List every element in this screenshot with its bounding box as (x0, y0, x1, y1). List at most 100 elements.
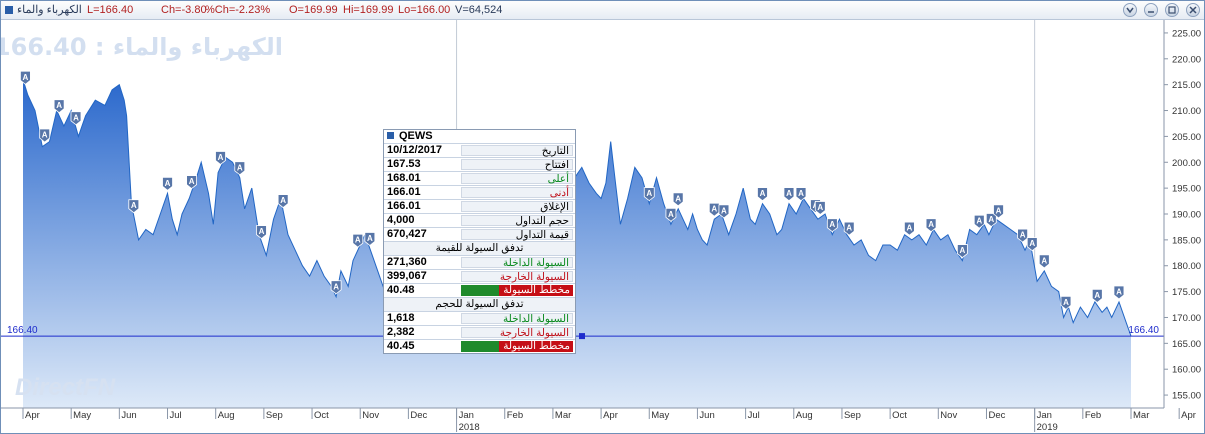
x-axis: Apr May Jun Jul Aug Sep Oct Nov Dec Jan Feb Mar Apr M… (1, 407, 1196, 433)
crosshair-cursor[interactable] (579, 333, 585, 340)
inflow-bar (461, 285, 500, 296)
marker-badge-icon (234, 161, 246, 176)
y-tick-label: 185.00 (1172, 235, 1201, 246)
y-tick-label: 205.00 (1172, 132, 1201, 143)
marker-letter: A (131, 201, 137, 210)
corporate-action-marker: A (826, 218, 838, 233)
maximize-button[interactable] (1164, 3, 1179, 17)
marker-letter: A (367, 234, 373, 243)
tooltip-label: أعلى (461, 173, 573, 185)
marker-letter: A (798, 189, 804, 198)
tooltip-row: 399,067 السيولة الخارجة (384, 269, 575, 283)
x-tick-label: Dec (988, 410, 1005, 421)
corporate-action-marker: A (1038, 254, 1050, 269)
x-tick-label: Jul (748, 410, 760, 421)
x-tick-label: May (73, 410, 91, 421)
marker-badge-icon (364, 232, 376, 247)
marker-badge-icon (70, 111, 82, 126)
tooltip-label: قيمة التداول (461, 229, 573, 241)
liquidity-bar: مخطط السيولة (461, 341, 573, 352)
x-tick-label: Feb (1085, 410, 1101, 421)
price-chart[interactable]: AAAAAAAAAAAAAAAAAAAAAAAAAAAAAAAAAAAAAAAA… (1, 20, 1204, 433)
tooltip-value: 670,427 (387, 228, 427, 240)
price-area (23, 79, 1131, 408)
y-tick-label: 210.00 (1172, 106, 1201, 117)
corporate-action-marker: A (277, 194, 289, 209)
y-tick-label: 160.00 (1172, 365, 1201, 376)
window-icon (5, 6, 13, 14)
marker-badge-icon (39, 128, 51, 143)
x-tick-label: Apr (1181, 410, 1196, 421)
chart-title-bar: الكهرباء والماء L=166.40 Ch=-3.80 %Ch=-2… (1, 1, 1204, 20)
x-tick-label: Jun (699, 410, 714, 421)
marker-letter: A (355, 236, 361, 245)
y-tick-label: 225.00 (1172, 28, 1201, 39)
corporate-action-marker: A (718, 204, 730, 219)
open-price: O=169.99 (289, 4, 338, 16)
corporate-action-marker: A (843, 221, 855, 236)
tooltip-row: 40.45 مخطط السيولة (384, 339, 575, 353)
y-tick-label: 170.00 (1172, 313, 1201, 324)
marker-letter: A (760, 189, 766, 198)
tooltip-value: 166.01 (387, 186, 421, 198)
marker-badge-icon (1038, 254, 1050, 269)
corporate-action-markers[interactable]: AAAAAAAAAAAAAAAAAAAAAAAAAAAAAAAAAAAAAAAA (20, 70, 1125, 339)
marker-letter: A (675, 194, 681, 203)
corporate-action-marker: A (925, 218, 937, 233)
marker-badge-icon (186, 175, 198, 190)
tooltip-row: 4,000 حجم التداول (384, 213, 575, 227)
corporate-action-marker: A (215, 151, 226, 165)
marker-badge-icon (925, 218, 937, 233)
corporate-action-marker: A (757, 187, 768, 202)
tooltip-value: 40.45 (387, 340, 415, 352)
corporate-action-marker: A (783, 187, 795, 202)
watermark-brand: DirectFN (15, 374, 116, 401)
tooltip-value: 4,000 (387, 214, 415, 226)
tooltip-value: 166.01 (387, 200, 421, 212)
tooltip-value: 167.53 (387, 158, 421, 170)
close-button[interactable] (1186, 3, 1200, 17)
tooltip-label: مخطط السيولة (503, 340, 570, 352)
marker-badge-icon (643, 187, 655, 202)
corporate-action-marker: A (352, 233, 364, 248)
corporate-action-marker: A (162, 176, 173, 191)
corporate-action-marker: A (53, 99, 65, 114)
corporate-action-marker: A (1113, 285, 1125, 300)
menu-button[interactable] (1122, 3, 1137, 17)
x-tick-label: Nov (362, 410, 379, 421)
watermark-title: الكهرباء والماء : 166.40 (1, 33, 283, 61)
y-tick-label: 215.00 (1172, 80, 1201, 91)
corporate-action-marker: A (708, 202, 720, 217)
marker-letter: A (668, 210, 674, 219)
marker-badge-icon (783, 187, 795, 202)
corporate-action-marker: A (20, 70, 31, 85)
corporate-action-marker: A (672, 192, 684, 207)
marker-letter: A (846, 224, 852, 233)
outflow-bar (499, 341, 573, 352)
x-tick-label: Aug (218, 410, 235, 421)
minimize-button[interactable] (1143, 3, 1158, 17)
x-tick-label: Mar (1133, 410, 1149, 421)
tooltip-label: أدنى (461, 187, 573, 199)
x-tick-label: Feb (507, 410, 523, 421)
marker-badge-icon (795, 187, 807, 202)
x-tick-label: Nov (940, 410, 957, 421)
percent-change: %Ch=-2.23% (205, 4, 271, 16)
marker-letter: A (23, 73, 29, 82)
marker-letter: A (786, 189, 792, 198)
marker-letter: A (56, 101, 62, 110)
marker-badge-icon (993, 204, 1004, 219)
tooltip-row: 271,360 السيولة الداخلة (384, 255, 575, 269)
tooltip-value: 399,067 (387, 270, 427, 282)
marker-badge-icon (814, 201, 826, 215)
tooltip-row: 1,618 السيولة الداخلة (384, 311, 575, 325)
marker-letter: A (73, 113, 79, 122)
marker-letter: A (829, 220, 835, 229)
corporate-action-marker: A (643, 187, 655, 202)
tooltip-label: السيولة الداخلة (461, 313, 573, 325)
tooltip-label: السيولة الخارجة (461, 271, 573, 283)
marker-letter: A (1116, 287, 1122, 296)
y-tick-label: 220.00 (1172, 54, 1201, 65)
x-tick-label: Apr (603, 410, 618, 421)
marker-badge-icon (215, 151, 226, 165)
